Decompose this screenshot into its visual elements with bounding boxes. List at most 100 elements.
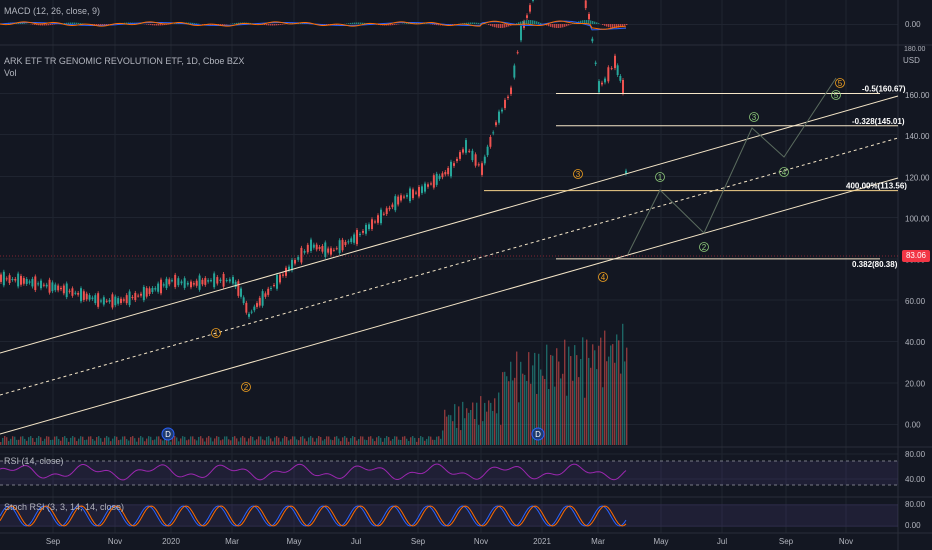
dividend-marker-label: D [535, 430, 541, 439]
macd-histogram-bar [520, 21, 522, 24]
volume-bar [596, 369, 598, 445]
macd-histogram-bar [424, 23, 426, 24]
volume-bar [466, 408, 468, 445]
candle-body [5, 278, 8, 280]
volume-bar [276, 436, 278, 445]
candle-body [591, 38, 594, 42]
candle-body [242, 297, 245, 304]
time-axis-label: May [286, 537, 301, 546]
volume-bar [452, 421, 454, 445]
volume-bar [476, 402, 478, 445]
volume-bar [562, 373, 564, 445]
volume-bar [424, 440, 426, 445]
macd-histogram-bar [506, 24, 508, 28]
macd-histogram-bar [550, 24, 552, 27]
volume-bar [28, 437, 30, 445]
volume-bar [236, 438, 238, 445]
macd-histogram-bar [548, 24, 550, 27]
candle-body [207, 280, 210, 282]
volume-bar [590, 367, 592, 445]
volume-bar [140, 436, 142, 445]
volume-bar [388, 437, 390, 445]
candle-body [165, 278, 168, 289]
macd-histogram-bar [552, 24, 554, 28]
volume-bar [526, 380, 528, 445]
candle-body [382, 213, 385, 215]
rsi-label: RSI (14, close) [4, 456, 64, 466]
volume-bar [334, 436, 336, 445]
time-axis-label: Sep [46, 537, 61, 546]
candle-body [356, 229, 358, 245]
macd-histogram-bar [604, 24, 606, 26]
volume-bar [248, 438, 250, 445]
macd-histogram-bar [598, 23, 600, 24]
macd-histogram-bar [580, 20, 582, 24]
volume-bar [30, 436, 32, 445]
candle-body [210, 280, 212, 282]
volume-bar [548, 388, 550, 445]
volume-bar [598, 345, 600, 445]
volume-bar [496, 413, 498, 445]
macd-histogram-bar [76, 22, 78, 24]
macd-histogram-bar [502, 24, 504, 28]
volume-bar [464, 418, 466, 445]
volume-bar [280, 441, 282, 445]
macd-histogram-bar [104, 24, 106, 26]
volume-bar [554, 386, 556, 445]
macd-histogram-bar [540, 22, 542, 24]
candle-body [447, 168, 450, 175]
volume-bar [564, 339, 566, 445]
volume-bar [350, 438, 352, 445]
volume-bar [406, 438, 408, 445]
volume-bar [306, 441, 308, 445]
candle-body [300, 247, 303, 263]
volume-bar [346, 437, 348, 445]
volume-bar [202, 438, 204, 445]
volume-bar [20, 436, 22, 445]
candle-body [324, 242, 327, 257]
volume-bar [58, 438, 60, 445]
candle-body [80, 288, 82, 302]
macd-histogram-bar [94, 24, 96, 26]
candle-body [435, 173, 438, 185]
volume-bar [288, 440, 290, 445]
volume-bar [2, 437, 4, 445]
macd-histogram-bar [38, 24, 40, 26]
candle-body [303, 251, 306, 253]
volume-bar [210, 437, 212, 445]
volume-bar [74, 437, 76, 445]
volume-bar [86, 439, 88, 445]
macd-histogram-bar [234, 23, 236, 24]
macd-histogram-bar [128, 22, 130, 24]
volume-bar [142, 437, 144, 445]
macd-histogram-bar [52, 24, 54, 25]
macd-histogram-bar [356, 22, 358, 24]
wave-label: 1 [214, 329, 219, 338]
volume-bar [68, 441, 70, 445]
volume-bar [116, 436, 118, 445]
volume-bar [558, 361, 560, 445]
volume-bar [454, 404, 456, 445]
macd-histogram-bar [194, 23, 196, 24]
volume-bar [478, 425, 480, 445]
volume-bar [36, 437, 38, 445]
symbol-title[interactable]: ARK ETF TR GENOMIC REVOLUTION ETF, 1D, C… [4, 56, 245, 66]
volume-bar [418, 438, 420, 445]
volume-bar [310, 436, 312, 445]
candle-body [168, 279, 171, 285]
time-axis-label: 2020 [162, 537, 180, 546]
volume-bar [326, 436, 328, 445]
volume-bar [308, 437, 310, 445]
volume-bar [456, 427, 458, 445]
volume-bar [356, 440, 358, 445]
macd-histogram-bar [78, 22, 80, 24]
candle-body [91, 297, 94, 299]
volume-bar [124, 436, 126, 445]
macd-histogram-bar [22, 23, 24, 24]
volume-bar [610, 345, 612, 445]
candle-body [365, 224, 367, 234]
macd-histogram-bar [24, 23, 26, 24]
macd-histogram-bar [570, 24, 572, 25]
candle-body [128, 291, 131, 306]
